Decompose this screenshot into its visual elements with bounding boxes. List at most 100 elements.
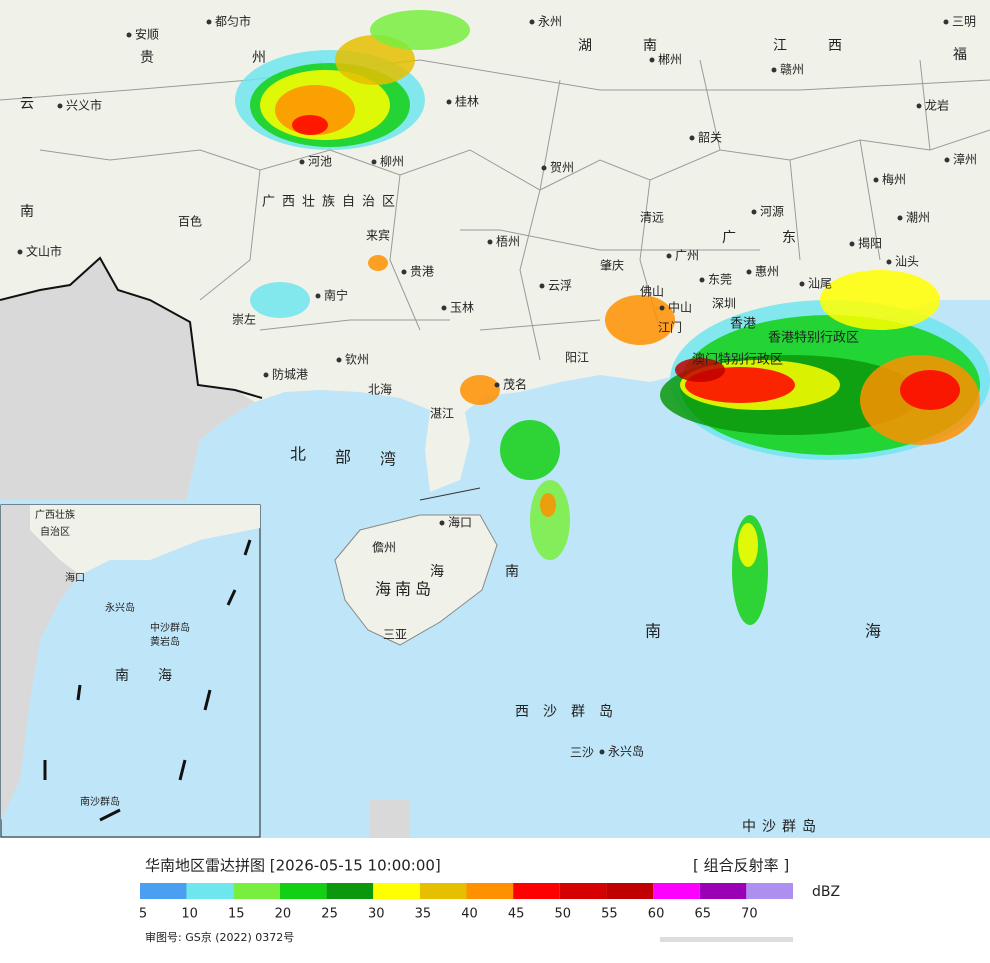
city-dot	[441, 305, 447, 311]
map-label: 广	[722, 230, 736, 246]
foreign-land	[0, 258, 255, 500]
map-labels: 安顺都匀市 永州 三明贵 州湖南江西福郴州赣州云 兴义市 桂林 龙岩河池 柳州韶关漳州贺州梅州…	[17, 14, 977, 835]
echo	[292, 115, 328, 135]
map-label: 香港	[730, 317, 756, 332]
approval-number: 审图号: GS京 (2022) 0372号	[145, 930, 294, 944]
city-dot	[666, 253, 672, 259]
map-label: 北	[290, 445, 306, 464]
map-label: 贵港	[410, 265, 434, 279]
map-label: 福	[953, 47, 967, 63]
map-label: 南	[643, 38, 657, 54]
land	[0, 0, 990, 500]
scale-label: 5	[139, 907, 147, 922]
inset-label: 广西壮族	[35, 508, 75, 521]
map-label: 南宁	[324, 288, 348, 303]
map-label: 东	[782, 230, 796, 246]
city-dot	[529, 19, 535, 25]
map-label: 百色	[178, 215, 202, 229]
echo	[460, 375, 500, 405]
map-label: 南	[645, 622, 661, 641]
map-label: 澳门特别行政区	[692, 352, 783, 368]
scale-segment	[466, 883, 514, 899]
map-label: 汕尾	[808, 277, 832, 291]
map-label: 贺州	[550, 161, 574, 175]
city-dot	[57, 103, 63, 109]
scale-label: 25	[321, 907, 338, 922]
map-label: 西沙群岛	[515, 704, 627, 720]
scale-label: 50	[555, 907, 572, 922]
city-dot	[649, 57, 655, 63]
scale-label: 10	[181, 907, 198, 922]
scale-label: 65	[694, 907, 711, 922]
echo	[675, 358, 725, 382]
echo	[605, 295, 675, 345]
scale-segment	[559, 883, 607, 899]
map-label: 深圳	[712, 297, 736, 311]
inset-label: 海	[158, 668, 172, 684]
map-label: 清远	[640, 211, 664, 225]
map-label: 来宾	[366, 228, 390, 243]
inset-label: 黄岩岛	[150, 635, 180, 648]
map-label: 汕头	[895, 255, 919, 269]
map-label: 西	[828, 38, 842, 54]
map-label: 玉林	[450, 301, 474, 315]
city-dot	[336, 357, 342, 363]
city-dot	[263, 372, 269, 378]
echo	[500, 420, 560, 480]
echo	[335, 35, 415, 85]
city-dot	[886, 259, 892, 265]
inset-label: 南	[115, 668, 129, 684]
inset-label: 永兴岛	[105, 601, 135, 614]
city-dot	[315, 293, 321, 299]
city-dot	[446, 99, 452, 105]
map-label: 钦州	[345, 353, 369, 367]
map-label: 江门	[658, 320, 682, 335]
city-dot	[849, 241, 855, 247]
map-label: 河池	[308, 155, 332, 169]
scale-label: 40	[461, 907, 478, 922]
map-label: 广西壮族自治区	[262, 194, 402, 210]
map-label: 永兴岛	[608, 744, 644, 759]
scale-label: 60	[648, 907, 665, 922]
map-label: 桂林	[455, 94, 479, 109]
map-label: 海南岛	[375, 580, 435, 599]
city-dot	[746, 269, 752, 275]
scale-segment	[140, 883, 187, 899]
city-dot	[494, 382, 500, 388]
map-label: 海	[865, 622, 881, 641]
scale-segment	[699, 883, 747, 899]
province-borders	[0, 59, 990, 361]
hainan-island	[334, 514, 498, 646]
map-label: 河源	[760, 205, 784, 219]
scale-label: 45	[508, 907, 525, 922]
map-label: 广州	[675, 249, 699, 263]
nine-dash-line	[43, 539, 252, 822]
map-label: 湖	[578, 38, 592, 54]
echo	[250, 282, 310, 318]
map-label: 梅州	[882, 172, 906, 187]
scale-segment	[653, 883, 700, 899]
map-label: 文山市	[26, 244, 62, 259]
scale-segment	[279, 883, 327, 899]
map-label: 韶关	[698, 130, 722, 145]
scale-label: 55	[601, 907, 618, 922]
echo	[530, 480, 570, 560]
product-name: [ 组合反射率 ]	[693, 857, 789, 875]
map-label: 中沙群岛	[742, 819, 822, 835]
national-border	[0, 256, 263, 399]
city-dot	[599, 749, 605, 755]
city-dot	[897, 215, 903, 221]
map-label: 北海	[368, 382, 392, 397]
city-dot	[371, 159, 377, 165]
scale-segment	[746, 883, 793, 899]
map-label: 防城港	[272, 367, 308, 382]
scale-label: 70	[741, 907, 758, 922]
inset-land	[1, 505, 260, 820]
inset-label: 自治区	[40, 525, 70, 538]
inset-label: 海口	[65, 571, 85, 584]
foreign-land-corner	[370, 800, 410, 838]
scale-segment	[233, 883, 280, 899]
map-label: 永州	[538, 15, 562, 29]
map-label: 南	[505, 564, 519, 580]
